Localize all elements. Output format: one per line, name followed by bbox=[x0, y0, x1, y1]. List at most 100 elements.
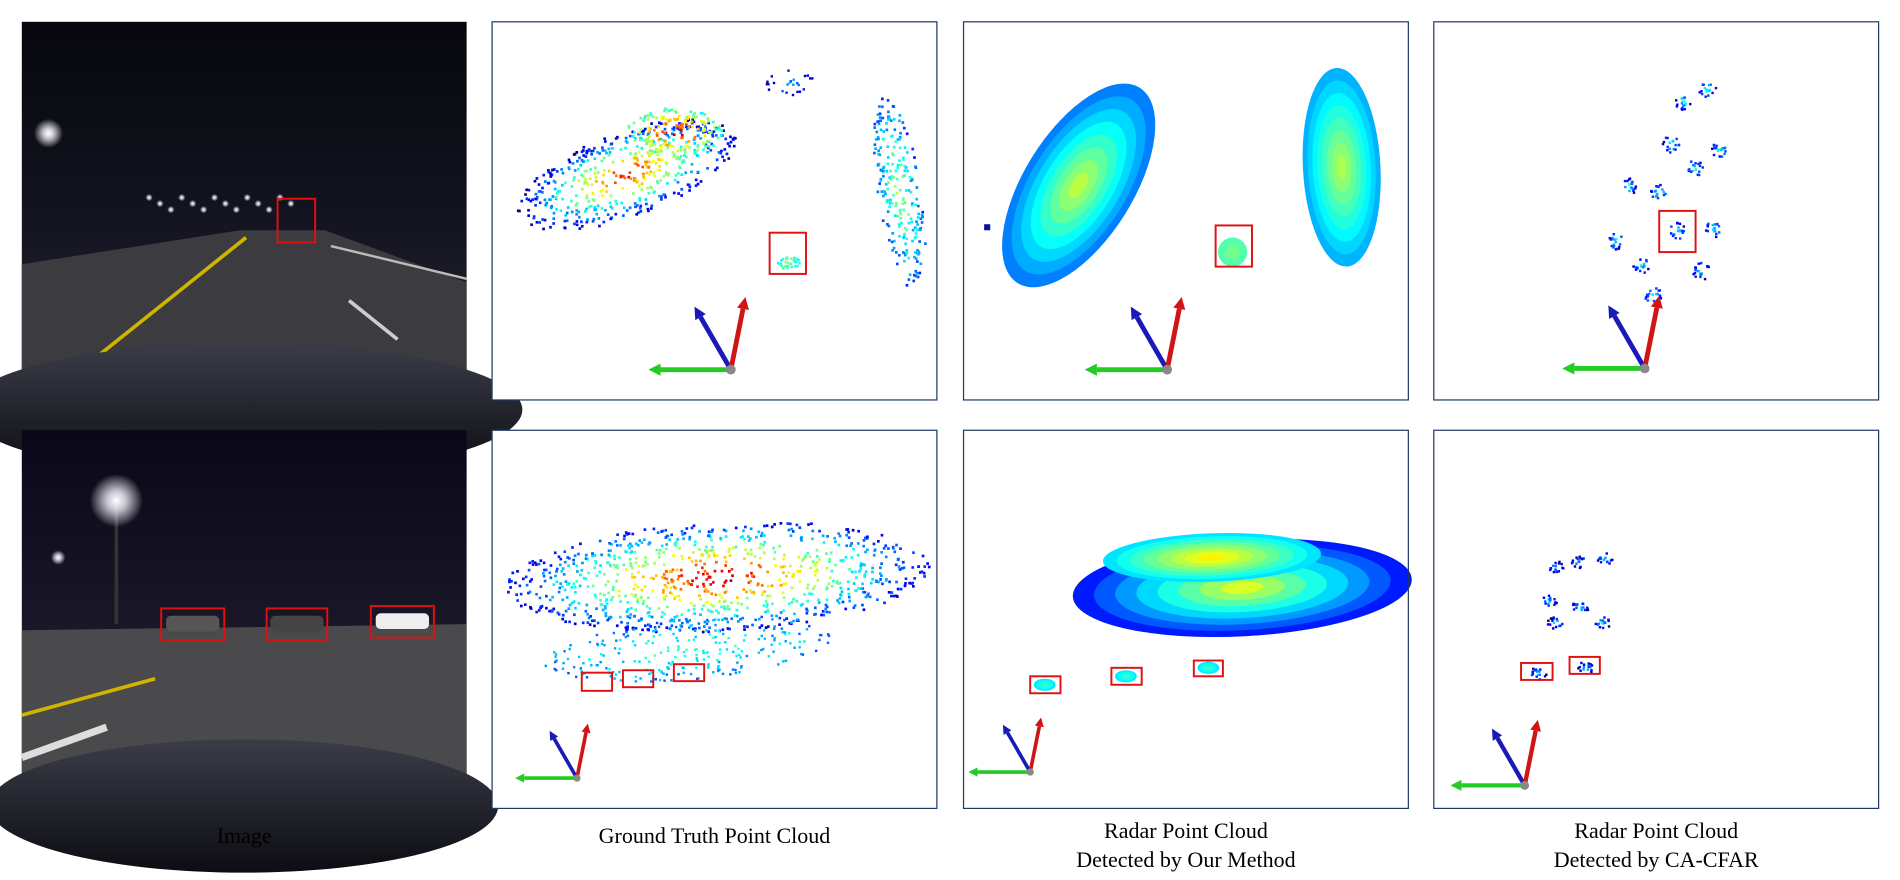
point bbox=[1681, 231, 1684, 234]
point bbox=[1582, 606, 1585, 609]
point bbox=[881, 166, 885, 170]
point bbox=[654, 629, 657, 632]
point bbox=[1603, 616, 1606, 619]
point bbox=[578, 215, 581, 219]
point bbox=[1628, 177, 1632, 180]
point bbox=[876, 120, 879, 124]
point bbox=[706, 608, 710, 612]
point bbox=[579, 573, 582, 577]
point bbox=[679, 123, 682, 126]
point bbox=[619, 679, 622, 682]
point bbox=[784, 640, 787, 643]
point bbox=[701, 131, 705, 134]
point bbox=[1655, 185, 1658, 188]
point bbox=[641, 575, 645, 579]
point bbox=[707, 630, 710, 634]
point bbox=[553, 187, 557, 191]
point bbox=[726, 142, 730, 145]
point bbox=[901, 158, 905, 161]
point bbox=[641, 628, 644, 632]
point bbox=[620, 201, 623, 205]
point bbox=[891, 153, 895, 157]
point bbox=[697, 127, 700, 131]
point bbox=[787, 528, 791, 532]
point bbox=[676, 180, 680, 184]
point bbox=[541, 186, 544, 190]
point bbox=[709, 610, 712, 613]
point bbox=[624, 635, 627, 639]
point bbox=[657, 121, 661, 125]
point bbox=[643, 624, 647, 628]
point bbox=[703, 113, 707, 116]
point bbox=[880, 574, 883, 578]
point bbox=[657, 552, 661, 555]
point bbox=[652, 629, 655, 633]
point bbox=[911, 202, 914, 205]
point bbox=[1575, 556, 1578, 559]
point bbox=[544, 203, 547, 207]
point bbox=[809, 77, 812, 80]
point bbox=[647, 166, 650, 169]
detection-box bbox=[1192, 659, 1224, 678]
point bbox=[778, 578, 781, 582]
point bbox=[1554, 568, 1557, 571]
point bbox=[781, 257, 785, 261]
point bbox=[1680, 97, 1683, 100]
point bbox=[818, 558, 821, 561]
point bbox=[708, 626, 711, 630]
point bbox=[762, 543, 765, 547]
point bbox=[634, 680, 638, 683]
point bbox=[1597, 622, 1600, 626]
point bbox=[793, 646, 796, 649]
point bbox=[719, 151, 722, 155]
point bbox=[1692, 272, 1695, 276]
point bbox=[710, 142, 714, 146]
point bbox=[1611, 558, 1614, 562]
point bbox=[542, 173, 546, 177]
point bbox=[898, 210, 902, 214]
point bbox=[1645, 295, 1648, 299]
point bbox=[573, 613, 576, 617]
point bbox=[913, 255, 916, 259]
point bbox=[602, 173, 606, 177]
point bbox=[634, 152, 637, 156]
point bbox=[796, 569, 799, 573]
point bbox=[1647, 292, 1651, 296]
point bbox=[1661, 188, 1664, 191]
point bbox=[770, 584, 774, 588]
point bbox=[882, 174, 885, 178]
point bbox=[583, 182, 586, 185]
point bbox=[790, 600, 794, 604]
point bbox=[697, 571, 700, 574]
point bbox=[654, 574, 658, 577]
point bbox=[711, 132, 714, 136]
point bbox=[898, 146, 902, 150]
point bbox=[718, 652, 722, 655]
point bbox=[773, 557, 776, 561]
point bbox=[1628, 189, 1631, 193]
point bbox=[524, 575, 528, 579]
point bbox=[1549, 598, 1552, 601]
point bbox=[657, 158, 661, 161]
point bbox=[882, 194, 885, 198]
point bbox=[811, 560, 815, 563]
point bbox=[683, 150, 687, 154]
point bbox=[784, 257, 788, 260]
light bbox=[287, 199, 295, 208]
point bbox=[785, 264, 789, 268]
point bbox=[633, 137, 637, 140]
point bbox=[1674, 99, 1678, 102]
point bbox=[530, 223, 533, 227]
point bbox=[705, 622, 709, 626]
point bbox=[912, 279, 916, 283]
point bbox=[608, 201, 612, 205]
point bbox=[615, 202, 618, 206]
point bbox=[747, 581, 751, 584]
point bbox=[602, 156, 606, 160]
point bbox=[682, 537, 685, 541]
point bbox=[803, 593, 806, 596]
point bbox=[640, 188, 644, 191]
point bbox=[693, 135, 697, 139]
point bbox=[613, 677, 616, 680]
point bbox=[635, 179, 639, 183]
